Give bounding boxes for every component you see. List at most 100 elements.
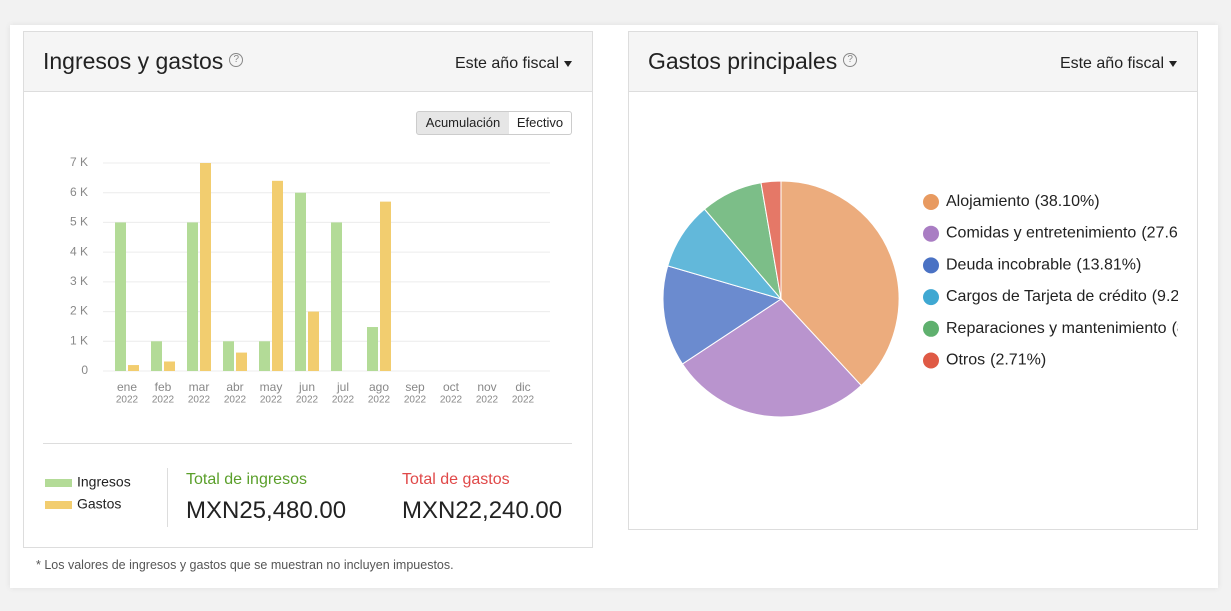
x-tick-label: abr — [226, 380, 243, 394]
title-text: Gastos principales — [648, 48, 838, 74]
legend-dot — [923, 225, 939, 242]
pie-legend: Alojamiento (38.10%) Comidas y entretenimi… — [923, 193, 1228, 369]
divider — [167, 468, 168, 527]
legend-name: Deuda incobrable — [946, 257, 1072, 274]
y-tick-label: 4 K — [70, 244, 88, 258]
total-amount: MXN22,240.00 — [402, 497, 563, 524]
x-tick-year: 2022 — [152, 395, 175, 406]
x-tick-label: ene — [117, 380, 137, 394]
legend-name: Comidas y entretenimiento — [946, 225, 1136, 242]
x-tick-year: 2022 — [476, 395, 499, 406]
pie-slice — [681, 298, 862, 418]
help-icon[interactable]: ? — [843, 52, 858, 67]
panel-title: Ingresos y gastos? — [43, 48, 244, 75]
x-tick-year: 2022 — [224, 395, 247, 406]
legend-label: Cargos de Tarjeta de crédito (9.25%) — [946, 288, 1208, 305]
legend-name: Alojamiento — [946, 193, 1030, 210]
x-tick-year: 2022 — [404, 395, 427, 406]
x-tick-year: 2022 — [188, 395, 211, 406]
legend-value: (9.25%) — [1152, 288, 1208, 305]
total-amount: MXN25,480.00 — [186, 497, 347, 524]
y-tick-label: 2 K — [70, 304, 88, 318]
bar — [295, 192, 306, 371]
pie-slice — [780, 180, 900, 387]
bar — [308, 311, 319, 371]
x-tick-label: mar — [189, 380, 210, 394]
legend-value: (27.62%) — [1141, 225, 1206, 242]
y-tick-label: 5 K — [70, 215, 88, 229]
legend-dot — [923, 289, 939, 306]
legend-name: Reparaciones y mantenimiento — [946, 320, 1167, 337]
dropdown-arrow — [564, 60, 572, 67]
x-tick-label: jul — [336, 380, 349, 394]
bar — [380, 201, 391, 371]
bar — [187, 222, 198, 371]
title-text: Ingresos y gastos — [43, 48, 224, 74]
dropdown-arrow — [1169, 60, 1177, 67]
bar — [259, 341, 270, 371]
bar — [367, 327, 378, 371]
x-tick-label: oct — [443, 380, 460, 394]
legend-dot — [923, 257, 939, 274]
total-label: Total de gastos — [402, 471, 510, 488]
x-tick-label: dic — [515, 380, 530, 394]
footnote: * Los valores de ingresos y gastos que s… — [36, 558, 454, 572]
bar — [236, 352, 247, 371]
panel-header: Gastos principales? Este año fiscal — [629, 32, 1197, 92]
y-tick-label: 0 — [81, 363, 88, 377]
x-tick-label: ago — [369, 380, 389, 394]
divider — [43, 443, 572, 444]
legend-value: (8.51%) — [1172, 320, 1228, 337]
period-text: Este año fiscal — [454, 55, 559, 72]
total-label: Total de ingresos — [186, 471, 307, 488]
legend-label: Reparaciones y mantenimiento (8.51%) — [946, 320, 1228, 337]
x-tick-year: 2022 — [440, 395, 463, 406]
y-tick-label: 6 K — [70, 185, 88, 199]
legend-swatch — [45, 479, 72, 487]
y-tick-label: 1 K — [70, 333, 88, 347]
x-tick-label: sep — [405, 380, 425, 394]
legend-dot — [923, 352, 939, 369]
legend-value: (13.81%) — [1076, 257, 1141, 274]
period-dropdown[interactable]: Este año fiscal — [455, 55, 572, 73]
legend-label: Comidas y entretenimiento (27.62%) — [946, 225, 1206, 242]
legend-dot — [923, 320, 939, 337]
toggle-button[interactable]: Acumulación — [416, 111, 510, 135]
bar — [128, 365, 139, 371]
x-tick-label: feb — [155, 380, 172, 394]
x-tick-year: 2022 — [116, 395, 139, 406]
panel-header: Ingresos y gastos? Este año fiscal — [24, 32, 592, 92]
x-tick-year: 2022 — [512, 395, 535, 406]
legend-value: (2.71%) — [990, 352, 1046, 369]
x-tick-label: jun — [298, 380, 315, 394]
legend-label: Gastos — [77, 496, 121, 512]
bar — [272, 180, 283, 371]
legend-dot — [923, 194, 939, 210]
help-icon[interactable]: ? — [229, 52, 244, 67]
legend-label: Deuda incobrable (13.81%) — [946, 257, 1141, 274]
legend-label: Otros (2.71%) — [946, 352, 1046, 369]
y-tick-label: 7 K — [70, 155, 88, 169]
pie-slice — [760, 180, 782, 300]
legend-label: Ingresos — [77, 474, 131, 490]
bar — [331, 222, 342, 371]
x-tick-year: 2022 — [332, 395, 355, 406]
bar — [223, 341, 234, 371]
period-dropdown[interactable]: Este año fiscal — [1060, 55, 1177, 73]
x-tick-year: 2022 — [368, 395, 391, 406]
bar — [200, 163, 211, 371]
legend-name: Cargos de Tarjeta de crédito — [946, 288, 1147, 305]
bar — [151, 341, 162, 371]
toggle-button[interactable]: Efectivo — [509, 111, 572, 135]
panel-title: Gastos principales? — [648, 48, 858, 75]
legend-label: Alojamiento (38.10%) — [946, 193, 1100, 210]
legend-swatch — [45, 501, 72, 509]
y-tick-label: 3 K — [70, 274, 88, 288]
x-tick-year: 2022 — [260, 395, 283, 406]
x-tick-label: nov — [477, 380, 496, 394]
legend-name: Otros — [946, 352, 985, 369]
period-text: Este año fiscal — [1059, 55, 1164, 72]
legend-value: (38.10%) — [1035, 193, 1100, 210]
